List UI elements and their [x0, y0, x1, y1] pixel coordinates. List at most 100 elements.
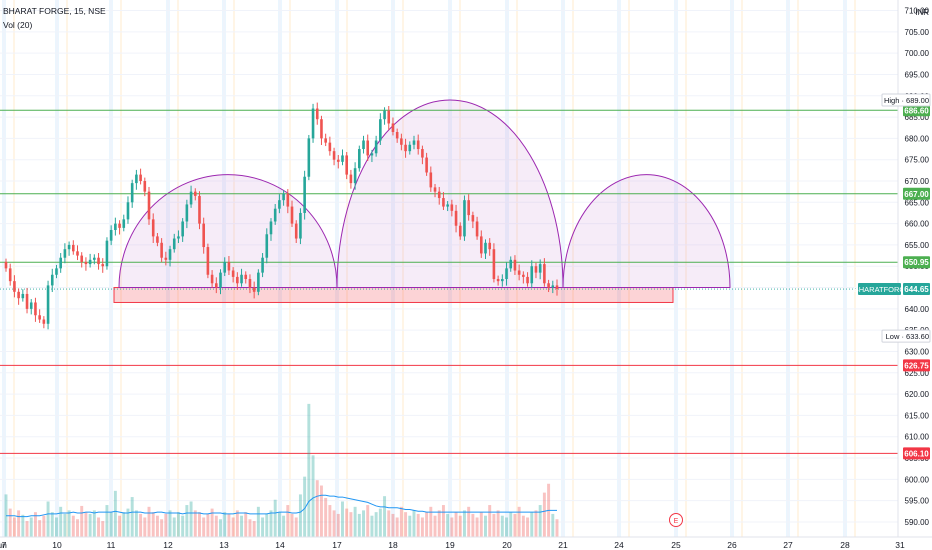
- volume-bar: [235, 510, 239, 537]
- time-tick-label: 27: [783, 540, 793, 550]
- volume-bar: [303, 476, 307, 537]
- candle-body: [387, 110, 391, 124]
- candle-body: [290, 206, 294, 224]
- candle-body: [278, 200, 281, 209]
- candle-body: [122, 219, 126, 228]
- candle-body: [42, 319, 46, 324]
- volume-bar: [189, 501, 193, 537]
- volume-bar: [76, 519, 79, 537]
- volume-bar: [370, 515, 374, 537]
- volume-bar: [345, 508, 349, 537]
- volume-bar: [29, 517, 33, 537]
- volume-bar: [42, 515, 46, 537]
- candle-body: [353, 168, 357, 184]
- candle-body: [509, 259, 513, 269]
- candle-body: [475, 221, 479, 237]
- session-band-alt: [741, 0, 743, 537]
- time-tick-label: 10: [52, 540, 62, 550]
- volume-bar: [155, 515, 159, 537]
- volume-bar: [198, 512, 201, 537]
- volume-bar: [50, 512, 54, 537]
- candle-body: [147, 191, 151, 220]
- volume-indicator-label[interactable]: Vol (20): [3, 20, 33, 30]
- volume-bar: [248, 519, 252, 537]
- time-tick-label: 12: [163, 540, 173, 550]
- cup-pattern-drawing[interactable]: [113, 99, 731, 303]
- volume-bar: [130, 497, 134, 537]
- candle-body: [366, 140, 370, 156]
- candle-body: [172, 238, 176, 250]
- session-band-alt: [233, 0, 235, 537]
- candle-body: [135, 174, 138, 184]
- candle-body: [97, 257, 100, 265]
- candle-body: [526, 276, 529, 284]
- volume-ma-line: [6, 494, 557, 518]
- volume-bar: [530, 512, 534, 537]
- candle-body: [513, 259, 517, 271]
- candle-body: [299, 212, 302, 239]
- volume-bar: [324, 497, 328, 537]
- candle-body: [236, 276, 239, 284]
- volume-bar: [475, 517, 479, 537]
- volume-bar: [231, 517, 235, 537]
- candle-body: [307, 138, 311, 177]
- candle-body: [8, 268, 12, 282]
- volume-bar: [240, 515, 244, 537]
- candle-body: [404, 144, 407, 152]
- candle-body: [303, 176, 306, 213]
- price-tick-label: 595.00: [905, 497, 930, 506]
- candle-body: [126, 202, 130, 220]
- session-band-alt: [685, 0, 687, 537]
- volume-bar: [294, 517, 298, 537]
- candle-body: [538, 264, 542, 273]
- volume-bar: [126, 508, 130, 537]
- volume-bar: [509, 512, 513, 537]
- candle-body: [210, 274, 214, 284]
- price-tick-label: 685.00: [905, 113, 930, 122]
- candle-body: [400, 138, 403, 145]
- volume-bar: [454, 512, 458, 537]
- candle-body: [160, 242, 163, 258]
- price-tick-label: 590.00: [905, 518, 930, 527]
- volume-bar: [139, 513, 143, 537]
- candle-body: [189, 191, 193, 205]
- symbol-title[interactable]: BHARAT FORGE, 15, NSE: [3, 6, 106, 16]
- candle-body: [315, 108, 319, 120]
- volume-bar: [151, 512, 155, 537]
- time-axis[interactable]: 7 10 11 12 13 14 17 18 19 20 21 24 25 26 27 28 31 Jun E: [0, 513, 932, 550]
- volume-bar: [269, 510, 273, 537]
- price-tick-label: 705.00: [905, 28, 930, 37]
- volume-bar: [71, 515, 75, 537]
- candle-body: [349, 174, 353, 184]
- candle-body: [168, 249, 172, 260]
- volume-bar: [193, 510, 197, 537]
- volume-bar: [63, 513, 67, 537]
- volume-bar: [538, 505, 542, 537]
- volume-bar: [122, 512, 126, 537]
- candle-body: [202, 223, 205, 248]
- candle-body: [492, 249, 496, 280]
- volume-bar: [441, 505, 445, 537]
- time-tick-label: 26: [727, 540, 737, 550]
- volume-bar: [429, 506, 433, 537]
- price-tick-label: 640.00: [905, 305, 930, 314]
- candle-body: [458, 225, 462, 237]
- low-label-box: [881, 329, 931, 343]
- pattern-arc: [118, 174, 338, 289]
- volume-bar: [227, 513, 231, 537]
- candle-body: [273, 208, 277, 222]
- session-band-alt: [459, 0, 461, 537]
- candle-body: [248, 279, 252, 288]
- candle-body: [446, 204, 449, 207]
- volume-bar: [517, 506, 521, 537]
- candle-body: [421, 149, 424, 158]
- volume-bar: [206, 513, 210, 537]
- candle-body: [21, 293, 25, 299]
- price-tick-label: 680.00: [905, 134, 930, 143]
- level-price-tag: [903, 359, 930, 372]
- candle-body: [555, 285, 559, 290]
- candle-body: [450, 204, 454, 211]
- earnings-event-icon: [669, 513, 683, 527]
- volume-bar: [378, 508, 382, 537]
